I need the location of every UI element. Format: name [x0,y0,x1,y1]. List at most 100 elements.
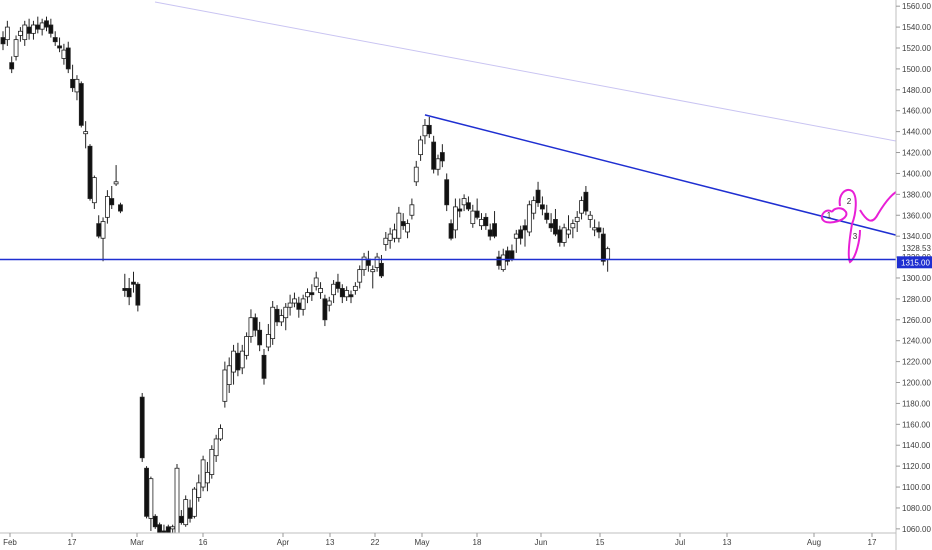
candle-up [570,223,576,229]
candle-up [587,214,593,220]
candle-down [557,229,563,243]
candle-up [105,196,110,218]
candle-up [292,298,297,304]
candle-up [218,428,223,440]
candle-down [144,467,149,517]
annotation-wave-up [838,188,857,225]
candle-down [187,507,193,519]
candle-down [0,37,6,45]
y-tick-label: 1180.00 [902,399,931,408]
candle-down [261,354,267,379]
y-tick-label: 1280.00 [902,295,931,304]
candle-down [322,298,328,321]
candle-up [283,306,289,319]
candle-down [9,62,15,70]
x-tick-label: Apr [277,538,290,547]
candle-down [483,216,489,227]
candle-down [48,24,54,34]
candle-down [65,47,71,70]
candle-down [96,223,102,237]
x-tick-label: 18 [473,538,482,547]
y-axis: 1060.00 1080.00 1100.00 1120.00 1140.00 1160.… [896,0,932,550]
y-tick-label: 1120.00 [902,462,931,471]
y-tick-label: 1560.00 [902,2,931,11]
candle-up [239,350,245,369]
candle-up [278,315,284,323]
y-axis-background [897,0,932,550]
y-tick-label: 1340.00 [902,232,931,241]
candle-up [605,248,611,260]
candle-up [191,488,197,517]
candle-up [500,254,506,271]
candle-up [387,233,393,241]
x-tick-label: 13 [326,538,335,547]
y-tick-label: 1540.00 [902,23,931,32]
y-tick-label: 1360.00 [902,211,931,220]
candle-down [309,292,315,296]
y-tick-label: 1220.00 [902,358,931,367]
descending-trendline [424,114,897,236]
candle-down [448,223,454,239]
candle-down [296,302,302,310]
candle-up [61,49,67,59]
candle-up [83,131,89,135]
x-tick-label: 13 [723,538,732,547]
candle-down [509,250,515,260]
candle-up [344,290,350,298]
candle-up [231,350,236,373]
candle-up [566,229,571,235]
candle-up [74,78,80,93]
candle-down [540,204,545,210]
candle-up [579,200,584,214]
candle-down [348,294,354,298]
candle-down [235,352,241,371]
candle-down [439,152,445,162]
candle-up [13,39,19,57]
y-tick-label: 1100.00 [902,483,931,492]
support-level-label: 1315.00 [901,258,930,267]
candle-up [370,269,376,273]
x-tick-label: 22 [371,538,380,547]
x-tick-label: Feb [3,538,17,547]
candle-down [466,202,471,210]
candle-up [39,22,45,30]
last-price-label: 1328.53 [902,244,931,253]
x-tick-label: May [414,538,429,547]
x-tick-label: Mar [130,538,144,547]
candle-up [300,298,306,310]
candle-up [452,206,458,231]
y-tick-label: 1060.00 [902,525,931,534]
candle-down [522,225,528,231]
candle-down [496,256,502,266]
candle-up [574,216,580,222]
annotation-label-1: 1 [827,211,832,220]
candle-up [222,369,228,402]
y-tick-label: 1380.00 [902,190,931,199]
candle-up [409,204,415,216]
candle-up [4,26,10,41]
candle-up [174,467,180,534]
candle-down [274,308,280,323]
x-tick-label: 17 [68,538,77,547]
candle-up [313,277,319,287]
candle-down [339,288,345,298]
x-tick-label: Jun [535,538,548,547]
candle-up [422,124,428,137]
candle-down [544,212,550,220]
candle-down [70,78,75,89]
y-tick-label: 1520.00 [902,44,931,53]
candle-up [287,302,293,308]
candle-up [17,30,23,36]
candle-up [357,269,363,283]
candle-up [396,212,402,239]
candle-up [561,227,567,243]
candle-up [405,223,410,233]
candle-up [209,449,215,475]
candle-up [305,292,310,298]
candle-down [535,189,541,204]
y-tick-label: 1300.00 [902,274,931,283]
candle-up [352,285,358,291]
candle-up [196,482,202,498]
annotation-check-path [859,191,897,222]
